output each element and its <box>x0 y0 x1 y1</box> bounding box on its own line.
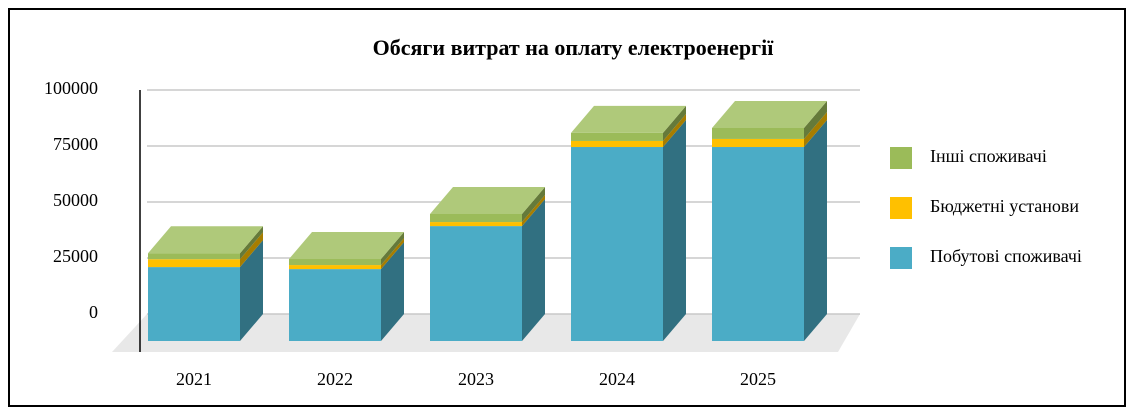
bar-side <box>522 195 545 227</box>
bar <box>148 267 240 341</box>
bar-top <box>148 226 263 254</box>
bar-side <box>240 240 263 341</box>
legend-label: Побутові споживачі <box>930 246 1082 266</box>
bar <box>289 259 381 266</box>
bar <box>430 213 522 223</box>
y-tick-label: 0 <box>89 302 98 322</box>
bar <box>571 132 663 141</box>
bar-side <box>663 105 686 141</box>
bar <box>289 265 381 270</box>
legend-swatch <box>890 147 912 169</box>
bar-side <box>804 100 827 139</box>
chart-title: Обсяги витрат на оплату електроенергії <box>373 35 775 60</box>
bar-side <box>240 232 263 268</box>
x-tick-label: 2022 <box>317 369 353 389</box>
legend-swatch <box>890 247 912 269</box>
bar-side <box>804 111 827 148</box>
bar-side <box>663 120 686 342</box>
legend-label: Інші споживачі <box>930 146 1047 166</box>
bar-top <box>430 186 545 214</box>
x-tick-label: 2023 <box>458 369 494 389</box>
legend-label: Бюджетні установи <box>930 196 1079 216</box>
bar <box>712 138 804 148</box>
y-tick-label: 75000 <box>53 134 98 154</box>
y-tick-label: 25000 <box>53 246 98 266</box>
x-tick-label: 2024 <box>599 369 635 389</box>
x-tick-label: 2021 <box>176 369 212 389</box>
y-tick-label: 50000 <box>53 190 98 210</box>
bar-side <box>522 186 545 223</box>
bar-side <box>381 232 404 266</box>
bar <box>571 147 663 341</box>
bar-top <box>289 232 404 260</box>
bar <box>148 259 240 268</box>
bar <box>712 127 804 139</box>
bar-top <box>712 100 827 128</box>
bar <box>430 226 522 341</box>
bar <box>571 140 663 148</box>
bar-top <box>571 105 686 133</box>
bar <box>289 269 381 341</box>
bar-side <box>804 120 827 342</box>
bar-side <box>381 238 404 270</box>
bar-side <box>381 242 404 341</box>
legend-swatch <box>890 197 912 219</box>
bar <box>712 147 804 341</box>
y-tick-label: 100000 <box>44 78 98 98</box>
bar <box>148 253 240 260</box>
x-tick-label: 2025 <box>740 369 776 389</box>
bar-side <box>663 113 686 148</box>
bar <box>430 222 522 227</box>
bar-side <box>522 199 545 341</box>
bar-side <box>240 226 263 260</box>
